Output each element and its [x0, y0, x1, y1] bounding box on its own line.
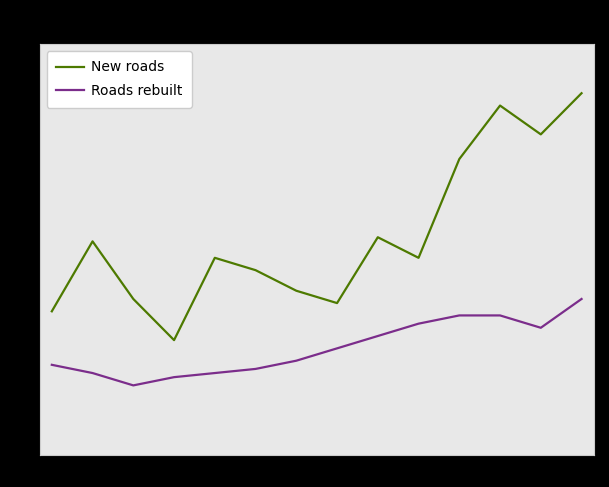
Roads rebuilt — [48, 362, 55, 368]
New roads — [211, 255, 219, 261]
Roads rebuilt — [211, 370, 219, 376]
Roads rebuilt — [171, 374, 178, 380]
New roads — [130, 296, 137, 302]
Roads rebuilt — [293, 358, 300, 364]
Roads rebuilt — [252, 366, 259, 372]
New roads — [48, 308, 55, 314]
New roads — [537, 131, 544, 137]
Roads rebuilt — [130, 382, 137, 388]
New roads — [252, 267, 259, 273]
New roads — [415, 255, 422, 261]
New roads — [456, 156, 463, 162]
Legend: New roads, Roads rebuilt: New roads, Roads rebuilt — [46, 51, 192, 108]
New roads — [578, 90, 585, 96]
Roads rebuilt — [537, 325, 544, 331]
Roads rebuilt — [578, 296, 585, 302]
Roads rebuilt — [415, 321, 422, 327]
New roads — [89, 239, 96, 244]
Roads rebuilt — [89, 370, 96, 376]
Line: New roads: New roads — [52, 93, 582, 340]
New roads — [171, 337, 178, 343]
Roads rebuilt — [496, 313, 504, 318]
New roads — [374, 234, 381, 240]
Roads rebuilt — [374, 333, 381, 339]
New roads — [293, 288, 300, 294]
Roads rebuilt — [333, 345, 340, 351]
New roads — [333, 300, 340, 306]
Roads rebuilt — [456, 313, 463, 318]
Line: Roads rebuilt: Roads rebuilt — [52, 299, 582, 385]
New roads — [496, 103, 504, 109]
